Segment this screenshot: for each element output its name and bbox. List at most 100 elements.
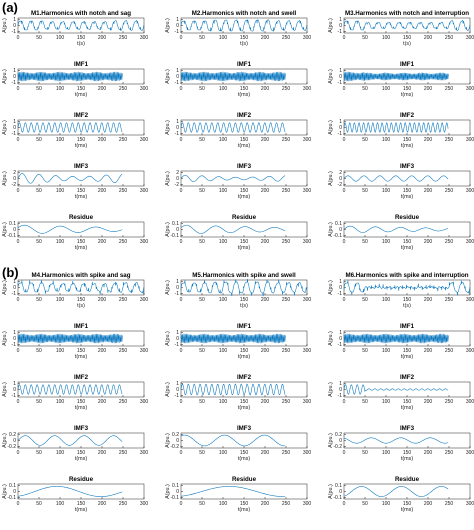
x-tick-label: 150 xyxy=(403,399,412,405)
x-tick-label: 300 xyxy=(466,35,474,41)
x-tick-label: 0 xyxy=(180,137,183,143)
y-tick-label: 1 xyxy=(176,119,179,125)
x-tick-label: 300 xyxy=(303,348,312,354)
y-tick-label: 0 xyxy=(176,176,179,182)
x-tick-label: 250 xyxy=(282,399,291,405)
x-tick-label: 250 xyxy=(119,297,128,303)
x-axis-label: t(ms) xyxy=(238,405,250,411)
x-tick-label: 100 xyxy=(56,450,65,456)
x-tick-label: 200 xyxy=(424,35,433,41)
y-tick-label: 1 xyxy=(176,68,179,74)
x-tick-label: 200 xyxy=(98,399,107,405)
x-tick-label: 250 xyxy=(445,297,454,303)
panel-label: (b) xyxy=(2,265,19,280)
y-tick-label: -1 xyxy=(12,131,17,137)
x-tick-label: 250 xyxy=(282,86,291,92)
subplot-signal: M6.Harmonics with spike and interruption… xyxy=(328,272,474,309)
axes-box xyxy=(180,483,308,500)
subplot-title: Residue xyxy=(69,476,94,483)
y-tick-label: 0 xyxy=(13,489,16,495)
x-tick-label: 150 xyxy=(77,239,86,245)
x-tick-label: 250 xyxy=(282,348,291,354)
x-tick-label: 50 xyxy=(36,348,42,354)
y-tick-label: -1 xyxy=(175,393,180,399)
x-tick-label: 200 xyxy=(261,399,270,405)
x-axis-label: t(ms) xyxy=(75,245,87,251)
x-axis-label: t(s) xyxy=(240,303,248,309)
x-tick-label: 100 xyxy=(56,399,65,405)
y-axis-label: A(pu.) xyxy=(2,69,8,84)
x-tick-label: 200 xyxy=(261,501,270,507)
x-tick-label: 300 xyxy=(466,399,474,405)
subplot-title: IMF3 xyxy=(400,163,415,170)
x-tick-label: 100 xyxy=(382,35,391,41)
y-tick-label: 0 xyxy=(13,23,16,29)
waveform-line xyxy=(343,280,471,296)
signal-column-6: M6.Harmonics with spike and interruption… xyxy=(328,272,474,513)
x-tick-label: 50 xyxy=(362,297,368,303)
y-axis-label: A(pu.) xyxy=(328,18,334,33)
y-tick-label: -2 xyxy=(175,182,180,188)
y-axis-label: A(pu.) xyxy=(2,280,8,295)
x-tick-label: 250 xyxy=(119,450,128,456)
subplot-title: IMF2 xyxy=(400,112,415,119)
x-tick-label: 200 xyxy=(424,86,433,92)
x-axis-label: t(ms) xyxy=(238,456,250,462)
y-tick-label: 1 xyxy=(13,381,16,387)
y-tick-label: 0 xyxy=(339,74,342,80)
waveform-line xyxy=(180,224,286,234)
x-tick-label: 250 xyxy=(445,501,454,507)
y-tick-label: -2 xyxy=(338,182,343,188)
x-tick-label: 300 xyxy=(303,297,312,303)
x-tick-label: 100 xyxy=(219,188,228,194)
x-tick-label: 150 xyxy=(77,348,86,354)
x-tick-label: 200 xyxy=(424,348,433,354)
x-tick-label: 250 xyxy=(445,188,454,194)
subplot-signal: M3.Harmonics with notch and interruption… xyxy=(328,10,474,47)
x-tick-label: 300 xyxy=(466,501,474,507)
x-tick-label: 200 xyxy=(261,86,270,92)
waveform-line xyxy=(343,384,449,395)
x-tick-label: 150 xyxy=(403,348,412,354)
x-tick-label: 0 xyxy=(17,450,20,456)
x-tick-label: 100 xyxy=(382,137,391,143)
waveform-line xyxy=(343,20,471,31)
x-tick-label: 150 xyxy=(240,297,249,303)
x-tick-label: 250 xyxy=(445,399,454,405)
signal-title: M2.Harmonics with notch and swell xyxy=(192,10,297,17)
y-tick-label: -1 xyxy=(338,393,343,399)
signal-column-2: M2.Harmonics with notch and swell10-1A(p… xyxy=(165,10,311,251)
y-tick-label: 0 xyxy=(339,125,342,131)
y-tick-label: -0.2 xyxy=(170,444,179,450)
x-tick-label: 100 xyxy=(382,501,391,507)
y-tick-label: -1 xyxy=(175,29,180,35)
x-tick-label: 100 xyxy=(219,450,228,456)
x-tick-label: 150 xyxy=(240,501,249,507)
y-tick-label: 1 xyxy=(339,279,342,285)
subplot-signal: M5.Harmonics with spike and swell10-1A(p… xyxy=(165,272,311,309)
y-axis-label: A(pu.) xyxy=(328,222,334,237)
x-tick-label: 150 xyxy=(403,188,412,194)
x-tick-label: 250 xyxy=(445,86,454,92)
y-tick-label: 0 xyxy=(13,387,16,393)
x-tick-label: 100 xyxy=(382,348,391,354)
x-tick-label: 50 xyxy=(36,137,42,143)
x-tick-label: 300 xyxy=(140,399,149,405)
x-axis-label: t(s) xyxy=(77,41,85,47)
y-tick-label: 0 xyxy=(176,438,179,444)
y-tick-label: -1 xyxy=(12,29,17,35)
y-axis-label: A(pu.) xyxy=(2,171,8,186)
y-tick-label: -1 xyxy=(338,29,343,35)
y-axis-label: A(pu.) xyxy=(328,280,334,295)
x-tick-label: 200 xyxy=(424,501,433,507)
y-tick-label: 0 xyxy=(339,227,342,233)
x-tick-label: 0 xyxy=(180,239,183,245)
y-tick-label: -0.2 xyxy=(7,444,16,450)
x-tick-label: 300 xyxy=(140,348,149,354)
x-tick-label: 150 xyxy=(77,399,86,405)
